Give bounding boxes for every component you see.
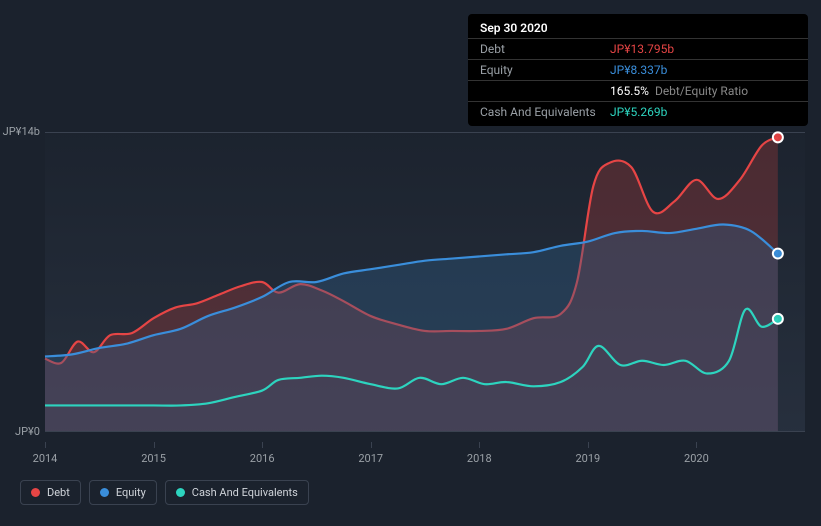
tooltip-row: EquityJP¥8.337b	[468, 60, 808, 81]
x-axis-tick	[696, 442, 697, 448]
legend-item-equity[interactable]: Equity	[89, 480, 157, 505]
tooltip-value: JP¥8.337b	[610, 63, 667, 77]
tooltip-label: Cash And Equivalents	[480, 105, 610, 119]
y-axis-label: JP¥14b	[0, 125, 40, 138]
legend-dot-icon	[100, 488, 109, 497]
x-axis-label: 2019	[575, 452, 600, 465]
tooltip-label: Equity	[480, 63, 610, 77]
legend-label: Cash And Equivalents	[192, 486, 298, 499]
series-end-marker	[773, 314, 783, 324]
legend-dot-icon	[176, 488, 185, 497]
legend-dot-icon	[31, 488, 40, 497]
x-axis-tick	[588, 442, 589, 448]
x-axis-label: 2015	[141, 452, 166, 465]
x-axis-label: 2014	[33, 452, 58, 465]
tooltip-label: Debt	[480, 42, 610, 56]
tooltip-row: 165.5% Debt/Equity Ratio	[468, 81, 808, 102]
tooltip-extra: Debt/Equity Ratio	[655, 84, 748, 98]
x-axis-tick	[371, 442, 372, 448]
legend-item-cash-and-equivalents[interactable]: Cash And Equivalents	[165, 480, 309, 505]
chart-legend: Debt Equity Cash And Equivalents	[20, 480, 309, 505]
series-end-marker	[773, 249, 783, 259]
x-axis-label: 2017	[358, 452, 383, 465]
x-axis-label: 2020	[684, 452, 709, 465]
tooltip-value: JP¥5.269b	[610, 105, 667, 119]
tooltip-date: Sep 30 2020	[480, 21, 610, 35]
legend-label: Equity	[116, 486, 146, 499]
tooltip-value: 165.5%	[610, 84, 649, 98]
series-end-marker	[773, 132, 783, 142]
financials-chart[interactable]: JP¥0JP¥14b	[15, 120, 806, 440]
x-axis-tick	[262, 442, 263, 448]
x-axis-label: 2018	[467, 452, 492, 465]
x-axis-tick	[479, 442, 480, 448]
tooltip-row: DebtJP¥13.795b	[468, 39, 808, 60]
y-axis-label: JP¥0	[0, 425, 40, 438]
plot-area[interactable]	[45, 132, 805, 432]
legend-item-debt[interactable]: Debt	[20, 480, 81, 505]
chart-tooltip: Sep 30 2020 DebtJP¥13.795bEquityJP¥8.337…	[468, 14, 808, 126]
x-axis-tick	[45, 442, 46, 448]
tooltip-label	[480, 84, 610, 98]
tooltip-row: Cash And EquivalentsJP¥5.269b	[468, 102, 808, 122]
x-axis-tick	[154, 442, 155, 448]
legend-label: Debt	[47, 486, 70, 499]
tooltip-value: JP¥13.795b	[610, 42, 674, 56]
x-axis-label: 2016	[250, 452, 275, 465]
x-axis-labels: 2014201520162017201820192020	[45, 452, 805, 472]
